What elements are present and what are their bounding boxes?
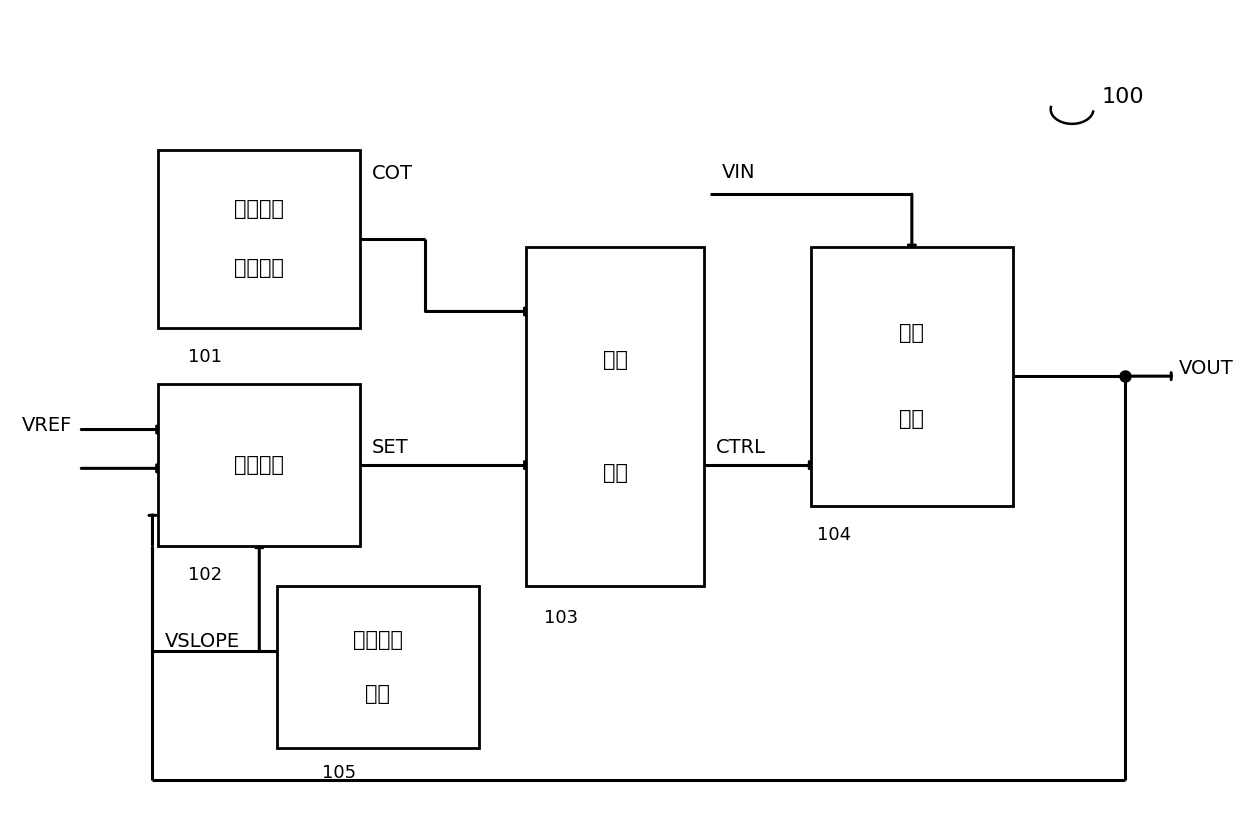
Text: 103: 103 — [544, 609, 578, 627]
Text: 逻辑: 逻辑 — [603, 350, 627, 370]
Text: 电路: 电路 — [899, 409, 924, 429]
Text: 比较单元: 比较单元 — [234, 455, 284, 475]
Bar — [526, 247, 704, 587]
Text: 单元: 单元 — [366, 684, 391, 704]
Text: 控制单元: 控制单元 — [234, 258, 284, 279]
Text: 104: 104 — [817, 526, 851, 544]
Bar — [159, 384, 360, 546]
Bar — [159, 150, 360, 328]
Text: 101: 101 — [188, 348, 222, 366]
Text: 导通时间: 导通时间 — [234, 199, 284, 219]
Text: VIN: VIN — [722, 163, 755, 182]
Text: VREF: VREF — [22, 416, 72, 435]
Text: 单元: 单元 — [603, 463, 627, 483]
Text: 105: 105 — [322, 765, 356, 783]
Text: 100: 100 — [1101, 87, 1145, 107]
Text: VOUT: VOUT — [1179, 359, 1234, 377]
Text: CTRL: CTRL — [715, 438, 766, 457]
Text: VSLOPE: VSLOPE — [165, 632, 239, 651]
Text: 斜坡补偿: 斜坡补偿 — [353, 631, 403, 650]
Text: 102: 102 — [188, 566, 222, 584]
Bar — [277, 587, 479, 748]
Bar — [811, 247, 1013, 506]
Text: 开关: 开关 — [899, 323, 924, 343]
Text: COT: COT — [372, 164, 413, 184]
Text: SET: SET — [372, 438, 409, 457]
